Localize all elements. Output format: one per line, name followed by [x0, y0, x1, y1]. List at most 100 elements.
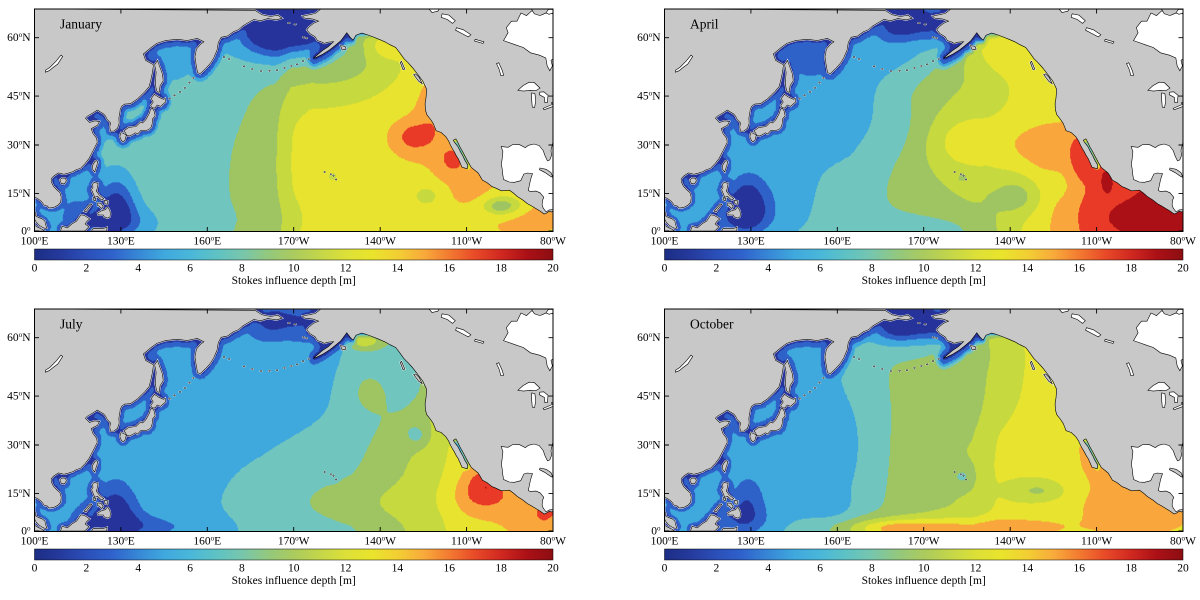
svg-text:14: 14 — [392, 263, 404, 275]
svg-text:10: 10 — [288, 563, 300, 575]
svg-text:20: 20 — [1177, 563, 1189, 575]
svg-text:130oE: 130oE — [107, 235, 135, 248]
svg-text:140oW: 140oW — [364, 535, 396, 548]
svg-text:45oN: 45oN — [7, 90, 31, 103]
svg-text:110oW: 110oW — [451, 535, 482, 548]
svg-text:Stokes influence depth [m]: Stokes influence depth [m] — [232, 275, 356, 287]
svg-text:0o: 0o — [651, 225, 661, 238]
svg-text:16: 16 — [1074, 263, 1086, 275]
svg-text:170oW: 170oW — [908, 535, 940, 548]
svg-text:18: 18 — [1125, 563, 1137, 575]
svg-text:15oN: 15oN — [7, 187, 31, 200]
svg-text:0o: 0o — [651, 525, 661, 538]
svg-text:160oE: 160oE — [823, 535, 851, 548]
svg-text:15oN: 15oN — [637, 187, 661, 200]
svg-text:80oW: 80oW — [1170, 535, 1196, 548]
svg-text:12: 12 — [970, 263, 982, 275]
svg-text:6: 6 — [817, 263, 823, 275]
svg-text:4: 4 — [765, 563, 771, 575]
svg-text:0: 0 — [662, 263, 668, 275]
svg-text:18: 18 — [1125, 263, 1137, 275]
svg-text:160oE: 160oE — [823, 235, 851, 248]
svg-text:45oN: 45oN — [637, 390, 661, 403]
svg-text:2: 2 — [84, 563, 90, 575]
svg-text:160oE: 160oE — [193, 535, 221, 548]
svg-text:15oN: 15oN — [637, 487, 661, 500]
svg-text:45oN: 45oN — [7, 390, 31, 403]
svg-text:12: 12 — [340, 563, 352, 575]
svg-text:2: 2 — [84, 263, 90, 275]
svg-text:10: 10 — [918, 263, 930, 275]
svg-text:0o: 0o — [21, 225, 31, 238]
svg-text:14: 14 — [1022, 563, 1034, 575]
svg-text:140oW: 140oW — [994, 235, 1026, 248]
svg-text:14: 14 — [1022, 263, 1034, 275]
svg-text:170oW: 170oW — [278, 235, 310, 248]
svg-text:80oW: 80oW — [1170, 235, 1196, 248]
svg-text:6: 6 — [187, 563, 193, 575]
svg-text:80oW: 80oW — [540, 235, 566, 248]
svg-text:130oE: 130oE — [737, 535, 765, 548]
svg-text:8: 8 — [869, 563, 875, 575]
svg-text:30oN: 30oN — [7, 439, 31, 452]
svg-text:60oN: 60oN — [637, 31, 661, 44]
svg-text:170oW: 170oW — [278, 535, 310, 548]
svg-text:October: October — [690, 317, 734, 332]
svg-text:20: 20 — [547, 563, 559, 575]
svg-text:170oW: 170oW — [908, 235, 940, 248]
svg-text:18: 18 — [495, 563, 507, 575]
svg-text:0: 0 — [662, 563, 668, 575]
svg-text:2: 2 — [714, 263, 720, 275]
svg-text:8: 8 — [869, 263, 875, 275]
svg-text:4: 4 — [135, 263, 141, 275]
svg-text:20: 20 — [1177, 263, 1189, 275]
svg-text:July: July — [60, 317, 83, 332]
svg-text:12: 12 — [970, 563, 982, 575]
svg-text:100oE: 100oE — [21, 535, 49, 548]
svg-text:Stokes influence depth [m]: Stokes influence depth [m] — [232, 575, 356, 587]
svg-text:20: 20 — [547, 263, 559, 275]
svg-text:110oW: 110oW — [1081, 235, 1112, 248]
svg-text:100oE: 100oE — [651, 235, 679, 248]
svg-text:100oE: 100oE — [21, 235, 49, 248]
svg-text:Stokes influence depth [m]: Stokes influence depth [m] — [862, 275, 986, 287]
svg-text:60oN: 60oN — [637, 331, 661, 344]
svg-text:6: 6 — [187, 263, 193, 275]
svg-text:8: 8 — [239, 563, 245, 575]
svg-text:130oE: 130oE — [737, 235, 765, 248]
svg-text:8: 8 — [239, 263, 245, 275]
svg-text:6: 6 — [817, 563, 823, 575]
svg-text:April: April — [690, 17, 719, 32]
svg-text:80oW: 80oW — [540, 535, 566, 548]
svg-text:January: January — [60, 17, 102, 32]
svg-text:Stokes influence depth [m]: Stokes influence depth [m] — [862, 575, 986, 587]
svg-text:110oW: 110oW — [1081, 535, 1112, 548]
svg-text:4: 4 — [135, 563, 141, 575]
svg-text:0: 0 — [32, 563, 38, 575]
svg-text:60oN: 60oN — [7, 31, 31, 44]
svg-text:2: 2 — [714, 563, 720, 575]
svg-text:4: 4 — [765, 263, 771, 275]
svg-text:16: 16 — [444, 563, 456, 575]
svg-text:140oW: 140oW — [994, 535, 1026, 548]
svg-text:10: 10 — [918, 563, 930, 575]
svg-text:30oN: 30oN — [637, 439, 661, 452]
svg-text:140oW: 140oW — [364, 235, 396, 248]
svg-text:14: 14 — [392, 563, 404, 575]
svg-text:110oW: 110oW — [451, 235, 482, 248]
svg-text:18: 18 — [495, 263, 507, 275]
svg-text:16: 16 — [444, 263, 456, 275]
svg-text:30oN: 30oN — [7, 139, 31, 152]
svg-text:16: 16 — [1074, 563, 1086, 575]
svg-text:160oE: 160oE — [193, 235, 221, 248]
svg-text:0: 0 — [32, 263, 38, 275]
svg-text:10: 10 — [288, 263, 300, 275]
svg-text:12: 12 — [340, 263, 352, 275]
svg-text:30oN: 30oN — [637, 139, 661, 152]
svg-text:15oN: 15oN — [7, 487, 31, 500]
svg-text:130oE: 130oE — [107, 535, 135, 548]
svg-text:60oN: 60oN — [7, 331, 31, 344]
svg-text:0o: 0o — [21, 525, 31, 538]
svg-text:100oE: 100oE — [651, 535, 679, 548]
svg-text:45oN: 45oN — [637, 90, 661, 103]
